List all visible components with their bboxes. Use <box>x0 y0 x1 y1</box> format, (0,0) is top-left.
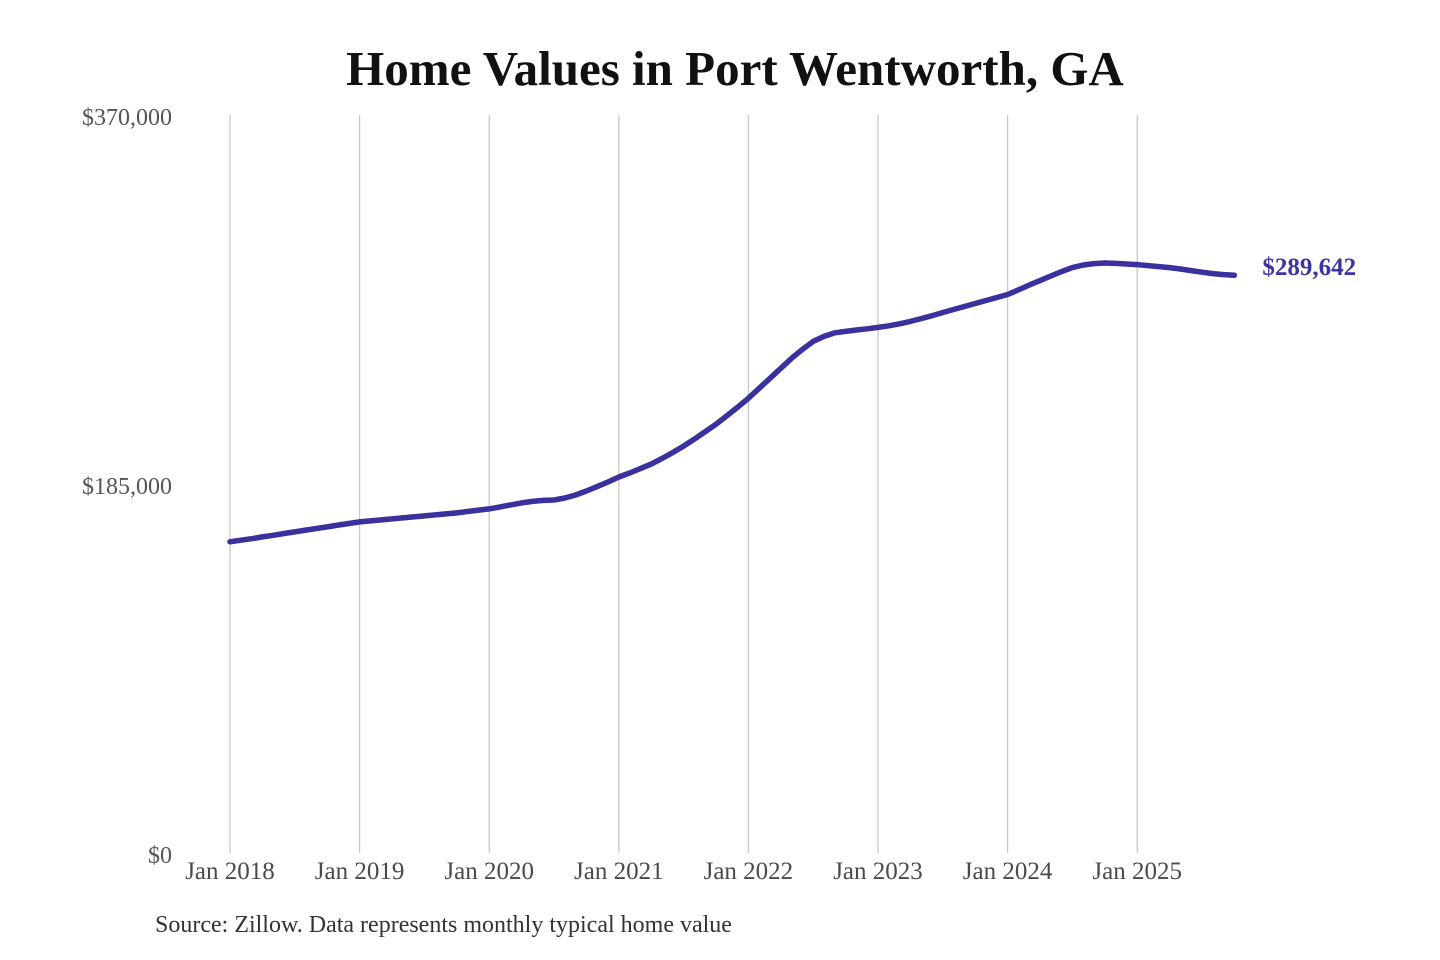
gridlines-group <box>229 115 1138 853</box>
x-tick-label: Jan 2021 <box>574 858 664 885</box>
y-tick-label: $185,000 <box>82 474 172 500</box>
x-tick-label: Jan 2022 <box>703 858 794 885</box>
x-tick-label: Jan 2019 <box>314 858 405 885</box>
x-tick-label: Jan 2023 <box>833 858 923 885</box>
y-tick-label: $0 <box>148 843 172 869</box>
x-tick-label: Jan 2025 <box>1092 858 1182 885</box>
x-tick-label: Jan 2020 <box>444 858 534 885</box>
home-value-series-line <box>227 260 1238 545</box>
y-tick-label: $370,000 <box>82 105 172 131</box>
x-tick-label: Jan 2024 <box>962 858 1053 885</box>
source-note: Source: Zillow. Data represents monthly … <box>155 912 732 938</box>
x-tick-label: Jan 2018 <box>185 858 275 885</box>
latest-value-label: $289,642 <box>1262 254 1357 282</box>
chart-title: Home Values in Port Wentworth, GA <box>346 41 1124 96</box>
